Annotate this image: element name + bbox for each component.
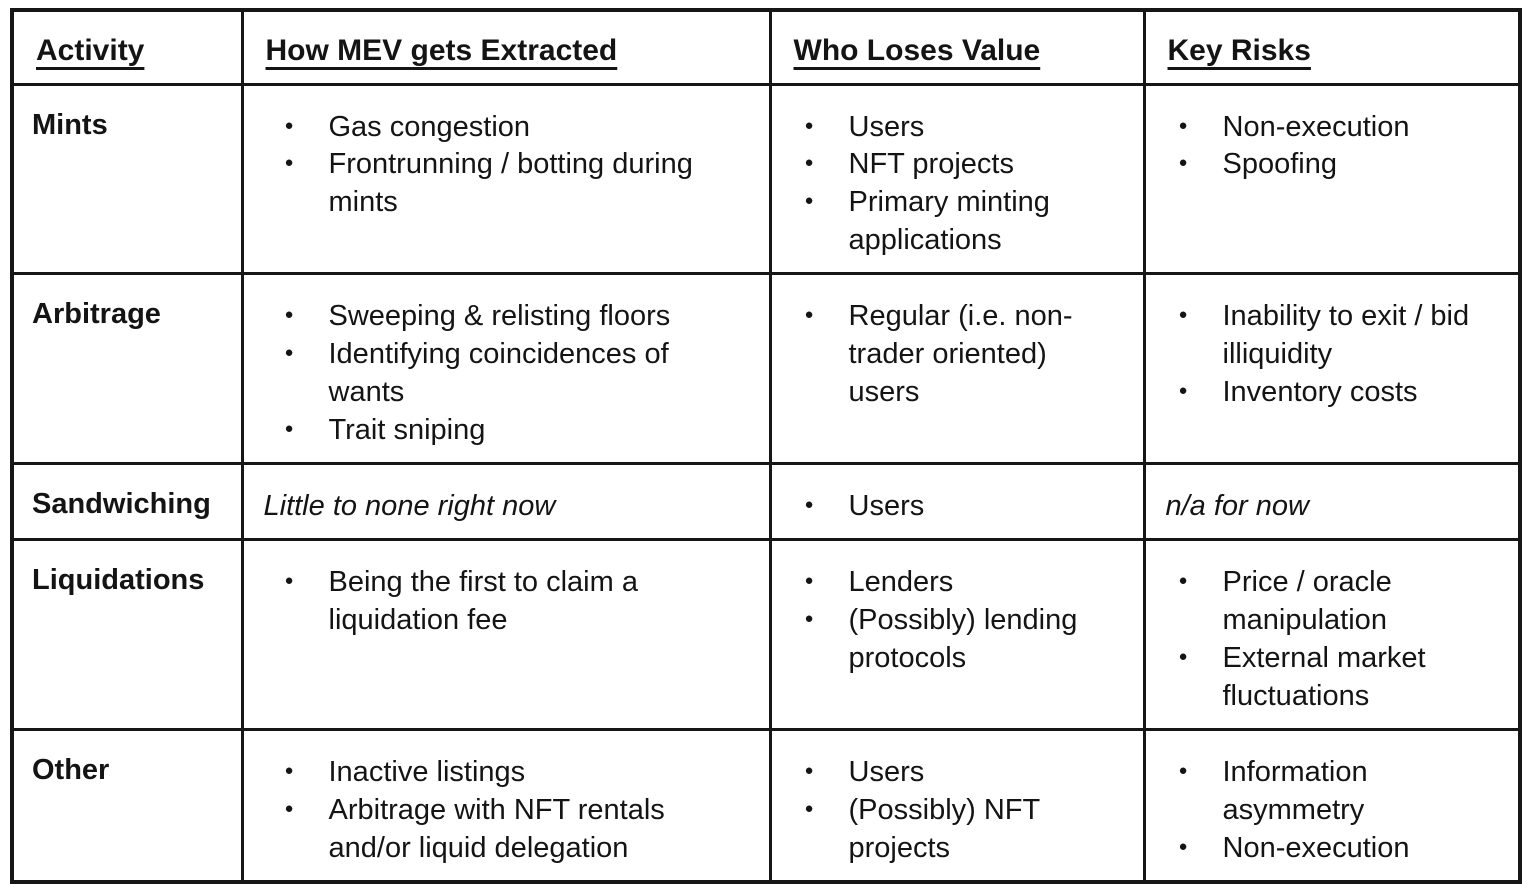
bullet-item: Spoofing [1166,146,1489,184]
cell-other-who: Users (Possibly) NFT projects [768,728,1146,884]
row-label-other: Other [10,728,244,884]
bullet-list: Users [792,488,1142,526]
table-row-sandwiching: Sandwiching Little to none right now Use… [10,462,1522,542]
bullet-item: Users [792,754,1088,792]
column-header-key-risks-label: Key Risks [1167,34,1311,67]
bullet-item: (Possibly) lending protocols [792,602,1088,678]
bullet-list: Lenders (Possibly) lending protocols [792,564,1142,678]
column-header-key-risks: Key Risks [1142,8,1522,86]
cell-arbitrage-who: Regular (i.e. non-trader oriented) users [768,272,1146,466]
bullet-list: Sweeping & relisting floors Identifying … [264,298,768,450]
bullet-list: Regular (i.e. non-trader oriented) users [792,298,1142,412]
cell-arbitrage-how: Sweeping & relisting floors Identifying … [240,272,772,466]
bullet-item: Being the first to claim a liquidation f… [264,564,724,640]
bullet-item: Users [792,488,1088,526]
note-text: n/a for now [1165,490,1309,523]
cell-mints-how: Gas congestion Frontrunning / botting du… [240,82,772,276]
bullet-list: Users NFT projects Primary minting appli… [792,109,1142,261]
cell-mints-risks: Non-execution Spoofing [1142,82,1522,276]
row-label-mints: Mints [10,82,244,276]
bullet-item: External market fluctuations [1166,640,1489,716]
bullet-item: Frontrunning / botting during mints [264,146,724,222]
bullet-item: Trait sniping [264,412,724,450]
column-header-how-mev-extracted: How MEV gets Extracted [240,8,772,86]
column-header-activity-label: Activity [36,34,145,67]
column-header-how-mev-extracted-label: How MEV gets Extracted [265,34,618,67]
cell-sandwiching-who: Users [768,462,1146,542]
note-text: Little to none right now [263,490,556,523]
cell-other-how: Inactive listings Arbitrage with NFT ren… [240,728,772,884]
bullet-item: Sweeping & relisting floors [264,298,724,336]
header-row: Activity How MEV gets Extracted Who Lose… [10,8,1522,86]
bullet-item: Lenders [792,564,1088,602]
column-header-activity: Activity [10,8,244,86]
mev-activities-table: Activity How MEV gets Extracted Who Lose… [10,8,1522,884]
cell-liquidations-how: Being the first to claim a liquidation f… [240,538,772,732]
bullet-item: Non-execution [1166,830,1489,868]
bullet-list: Non-execution Spoofing [1166,109,1518,185]
table-row-mints: Mints Gas congestion Frontrunning / bott… [10,82,1522,276]
bullet-list: Information asymmetry Non-execution [1166,754,1518,868]
column-header-who-loses-value: Who Loses Value [768,8,1146,86]
bullet-list: Price / oracle manipulation External mar… [1166,564,1518,716]
bullet-item: NFT projects [792,146,1088,184]
bullet-list: Users (Possibly) NFT projects [792,754,1142,868]
cell-mints-who: Users NFT projects Primary minting appli… [768,82,1146,276]
cell-sandwiching-risks: n/a for now [1142,462,1522,542]
bullet-item: Inability to exit / bid illiquidity [1166,298,1489,374]
cell-other-risks: Information asymmetry Non-execution [1142,728,1522,884]
table-row-liquidations: Liquidations Being the first to claim a … [10,538,1522,732]
bullet-item: Primary minting applications [792,184,1088,260]
bullet-item: Information asymmetry [1166,754,1489,830]
row-label-arbitrage: Arbitrage [10,272,244,466]
cell-liquidations-who: Lenders (Possibly) lending protocols [768,538,1146,732]
bullet-item: Gas congestion [264,109,724,147]
bullet-list: Being the first to claim a liquidation f… [264,564,768,640]
cell-arbitrage-risks: Inability to exit / bid illiquidity Inve… [1142,272,1522,466]
cell-liquidations-risks: Price / oracle manipulation External mar… [1142,538,1522,732]
bullet-item: (Possibly) NFT projects [792,792,1088,868]
bullet-item: Identifying coincidences of wants [264,336,724,412]
bullet-item: Users [792,109,1088,147]
bullet-item: Inactive listings [264,754,724,792]
document-page: Activity How MEV gets Extracted Who Lose… [0,0,1532,860]
bullet-list: Inactive listings Arbitrage with NFT ren… [264,754,768,868]
cell-sandwiching-how: Little to none right now [240,462,772,542]
table-row-arbitrage: Arbitrage Sweeping & relisting floors Id… [10,272,1522,466]
bullet-item: Regular (i.e. non-trader oriented) users [792,298,1088,412]
row-label-liquidations: Liquidations [10,538,244,732]
bullet-item: Price / oracle manipulation [1166,564,1489,640]
table-row-other: Other Inactive listings Arbitrage with N… [10,728,1522,884]
row-label-sandwiching: Sandwiching [10,462,244,542]
column-header-who-loses-value-label: Who Loses Value [793,34,1041,67]
bullet-list: Gas congestion Frontrunning / botting du… [264,109,768,223]
bullet-item: Inventory costs [1166,374,1489,412]
bullet-item: Non-execution [1166,109,1489,147]
bullet-item: Arbitrage with NFT rentals and/or liquid… [264,792,724,868]
bullet-list: Inability to exit / bid illiquidity Inve… [1166,298,1518,412]
